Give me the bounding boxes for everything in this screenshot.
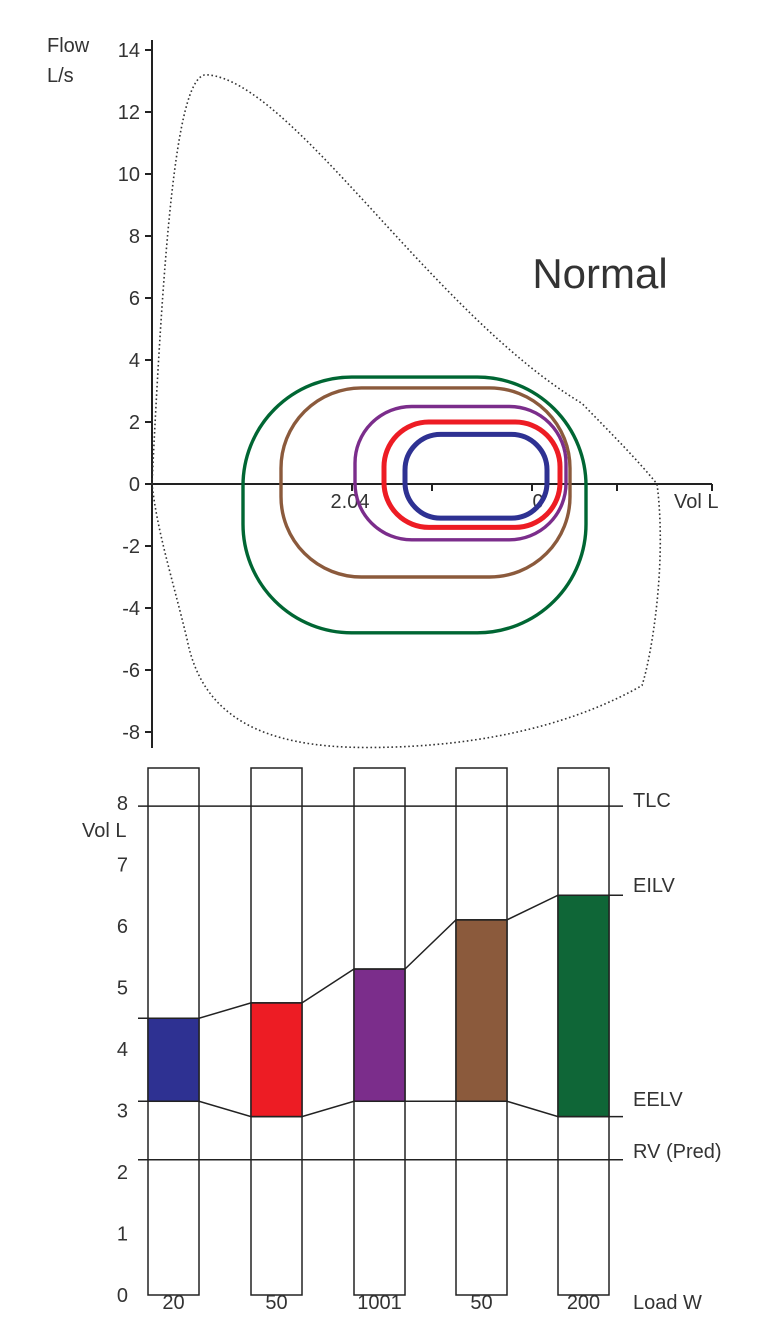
y-tick-label: 1 xyxy=(117,1224,128,1246)
y-tick-label: 5 xyxy=(117,978,128,1000)
y-tick-label: 0 xyxy=(117,1285,128,1307)
volume-bar xyxy=(455,919,508,1103)
category-label: 1001 xyxy=(357,1292,402,1314)
line-label-eelv: EELV xyxy=(633,1089,683,1111)
y-tick-label: -6 xyxy=(122,660,140,682)
y-tick-label: 3 xyxy=(117,1101,128,1123)
x-tick-label: 2.04 xyxy=(331,491,370,513)
y-tick-label: 4 xyxy=(117,1039,128,1061)
x-axis-label: Load W xyxy=(633,1292,702,1314)
y-tick-label: 8 xyxy=(129,226,140,248)
volume-bar xyxy=(353,968,406,1103)
y-tick-label: -2 xyxy=(122,536,140,558)
series-loop xyxy=(279,386,572,579)
series-envelope xyxy=(151,73,662,749)
y-tick-label: -4 xyxy=(122,598,140,620)
category-label: 20 xyxy=(162,1292,184,1314)
lung-volume-chart: Vol L Load W TLC RV (Pred) EILV EELV 8 7 6… xyxy=(82,767,722,1314)
y-axis-label: Vol L xyxy=(82,820,126,842)
y-tick-label: 14 xyxy=(118,40,140,62)
series-loop xyxy=(381,419,563,530)
category-label: 50 xyxy=(265,1292,287,1314)
y-tick-label: 6 xyxy=(129,288,140,310)
volume-bar xyxy=(147,1017,200,1103)
series-loop xyxy=(402,431,550,521)
y-axis-label-flow: Flow xyxy=(47,35,90,57)
reference-label-tlc: TLC xyxy=(633,790,671,812)
y-tick-label: 12 xyxy=(118,102,140,124)
category-label: 200 xyxy=(567,1292,600,1314)
x-axis-label: Vol L xyxy=(674,491,718,513)
series-loop xyxy=(353,404,568,542)
category-label: 50 xyxy=(470,1292,492,1314)
reference-label-rv: RV (Pred) xyxy=(633,1141,722,1163)
y-tick-label: 4 xyxy=(129,350,140,372)
volume-bar xyxy=(250,1002,303,1118)
y-tick-label: 0 xyxy=(129,474,140,496)
y-tick-label: 6 xyxy=(117,916,128,938)
line-label-eilv: EILV xyxy=(633,875,676,897)
eelv-line xyxy=(138,1100,623,1118)
y-tick-label: 2 xyxy=(129,412,140,434)
volume-bar xyxy=(557,894,610,1118)
y-tick-label: 2 xyxy=(117,1162,128,1184)
chart-title: Normal xyxy=(532,250,667,297)
eilv-line xyxy=(138,894,623,1019)
y-tick-label: -8 xyxy=(122,722,140,744)
y-tick-label: 8 xyxy=(117,793,128,815)
series-loop xyxy=(241,375,588,635)
flow-volume-chart: Normal Flow L/s Vol L 2.04 0 14 12 10 8 6 4 2 0… xyxy=(47,35,718,749)
y-axis-label-unit: L/s xyxy=(47,65,74,87)
x-tick-label: 0 xyxy=(532,491,543,513)
y-tick-label: 7 xyxy=(117,855,128,877)
y-tick-label: 10 xyxy=(118,164,140,186)
